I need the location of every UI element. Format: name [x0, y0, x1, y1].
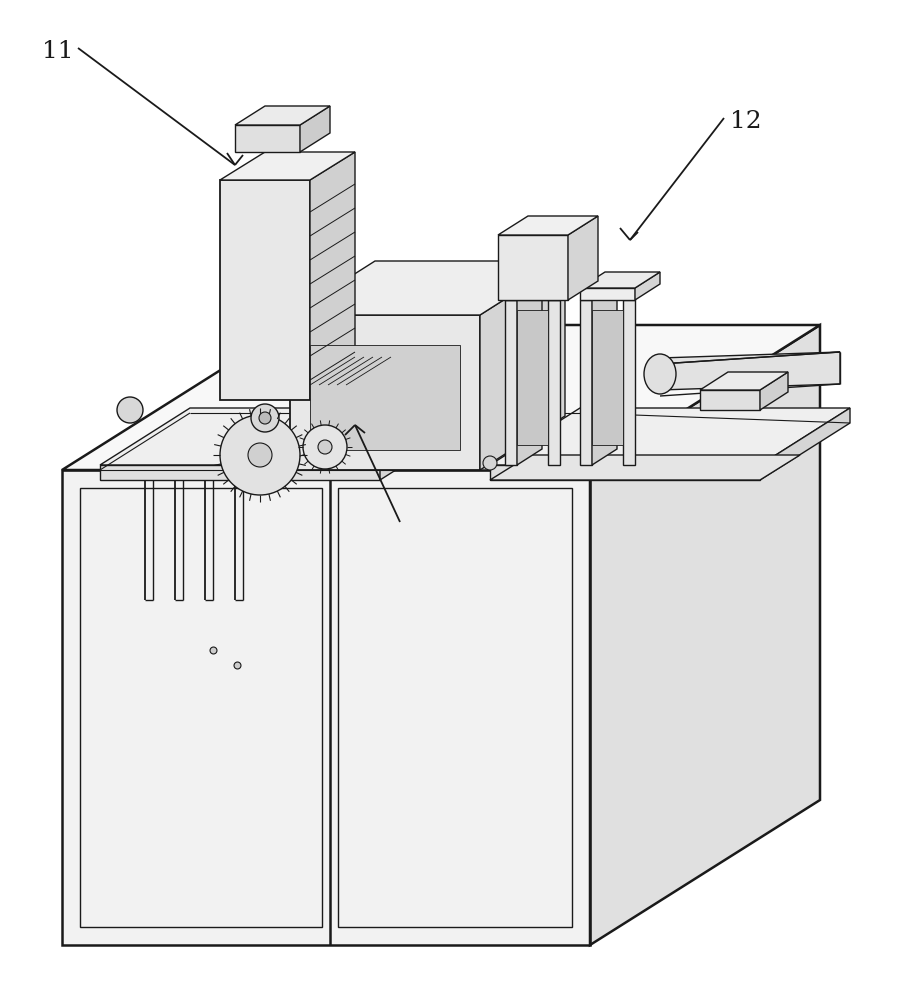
Polygon shape [289, 315, 480, 470]
Polygon shape [490, 465, 759, 480]
Polygon shape [220, 152, 355, 180]
Polygon shape [300, 106, 330, 152]
Polygon shape [516, 310, 548, 445]
Text: 13: 13 [404, 520, 437, 543]
Polygon shape [548, 300, 560, 465]
Polygon shape [505, 300, 516, 465]
Polygon shape [516, 284, 541, 465]
Polygon shape [505, 272, 584, 288]
Polygon shape [234, 125, 300, 152]
Polygon shape [220, 180, 310, 400]
Ellipse shape [643, 354, 675, 394]
Polygon shape [337, 488, 572, 927]
Polygon shape [100, 408, 470, 465]
Polygon shape [634, 272, 659, 300]
Polygon shape [759, 372, 788, 410]
Polygon shape [62, 325, 819, 470]
Polygon shape [62, 470, 589, 945]
Text: 11: 11 [42, 40, 74, 63]
Polygon shape [100, 465, 380, 480]
Polygon shape [699, 390, 759, 410]
Polygon shape [567, 216, 597, 300]
Polygon shape [234, 106, 330, 125]
Polygon shape [505, 288, 560, 300]
Text: 12: 12 [729, 110, 761, 133]
Circle shape [251, 404, 278, 432]
Polygon shape [622, 300, 634, 465]
Polygon shape [591, 310, 622, 445]
Polygon shape [591, 284, 617, 465]
Polygon shape [497, 216, 597, 235]
Polygon shape [589, 325, 819, 945]
Polygon shape [380, 408, 470, 480]
Polygon shape [699, 372, 788, 390]
Polygon shape [497, 235, 567, 300]
Polygon shape [759, 408, 849, 480]
Circle shape [248, 443, 272, 467]
Polygon shape [659, 352, 839, 390]
Polygon shape [490, 408, 849, 465]
Polygon shape [579, 300, 591, 465]
Polygon shape [80, 488, 322, 927]
Polygon shape [310, 345, 460, 450]
Polygon shape [150, 422, 565, 470]
Polygon shape [659, 352, 839, 364]
Polygon shape [579, 288, 634, 300]
Polygon shape [480, 261, 564, 470]
Circle shape [302, 425, 346, 469]
Circle shape [259, 412, 271, 424]
Circle shape [482, 456, 496, 470]
Polygon shape [579, 272, 659, 288]
Polygon shape [310, 152, 355, 400]
Circle shape [318, 440, 332, 454]
Polygon shape [490, 455, 800, 480]
Polygon shape [289, 261, 564, 315]
Circle shape [220, 415, 300, 495]
Circle shape [117, 397, 142, 423]
Polygon shape [560, 272, 584, 300]
